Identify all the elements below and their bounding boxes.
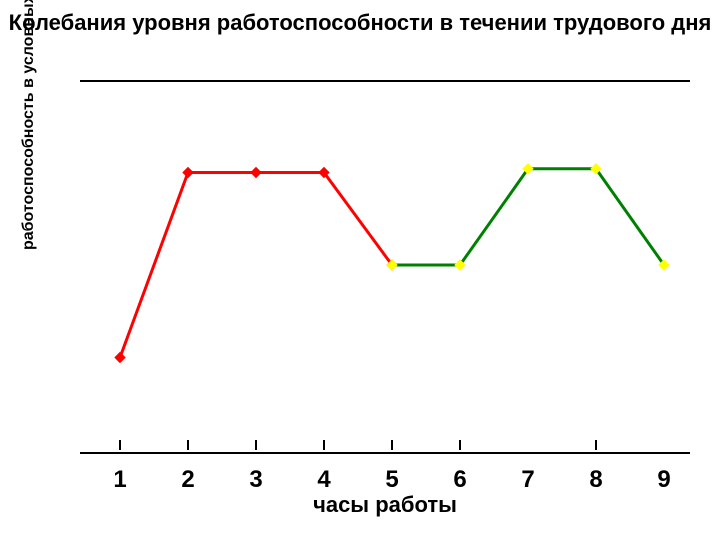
x-tick-label: 8 bbox=[589, 466, 602, 494]
x-tick-label: 7 bbox=[521, 466, 534, 494]
x-tick-mark bbox=[391, 440, 393, 450]
x-tick-label: 6 bbox=[453, 466, 466, 494]
x-tick-label: 1 bbox=[113, 466, 126, 494]
x-tick-mark bbox=[119, 440, 121, 450]
chart-title: Колебания уровня работоспособности в теч… bbox=[0, 10, 720, 36]
x-tick-mark bbox=[595, 440, 597, 450]
x-tick-label: 2 bbox=[181, 466, 194, 494]
series-line bbox=[392, 169, 664, 265]
series-marker bbox=[251, 168, 261, 178]
x-tick-mark bbox=[459, 440, 461, 450]
x-tick-label: 4 bbox=[317, 466, 330, 494]
x-tick-label: 5 bbox=[385, 466, 398, 494]
chart-svg bbox=[80, 80, 690, 450]
x-tick-mark bbox=[255, 440, 257, 450]
x-tick-label: 3 bbox=[249, 466, 262, 494]
y-axis-label: работоспособность в условных единицах bbox=[20, 0, 38, 250]
series-marker bbox=[183, 168, 193, 178]
series-line bbox=[120, 173, 392, 358]
x-tick-mark bbox=[187, 440, 189, 450]
x-axis-label: часы работы bbox=[80, 492, 690, 518]
x-tick-mark bbox=[323, 440, 325, 450]
x-tick-label: 9 bbox=[657, 466, 670, 494]
series-marker bbox=[115, 353, 125, 363]
